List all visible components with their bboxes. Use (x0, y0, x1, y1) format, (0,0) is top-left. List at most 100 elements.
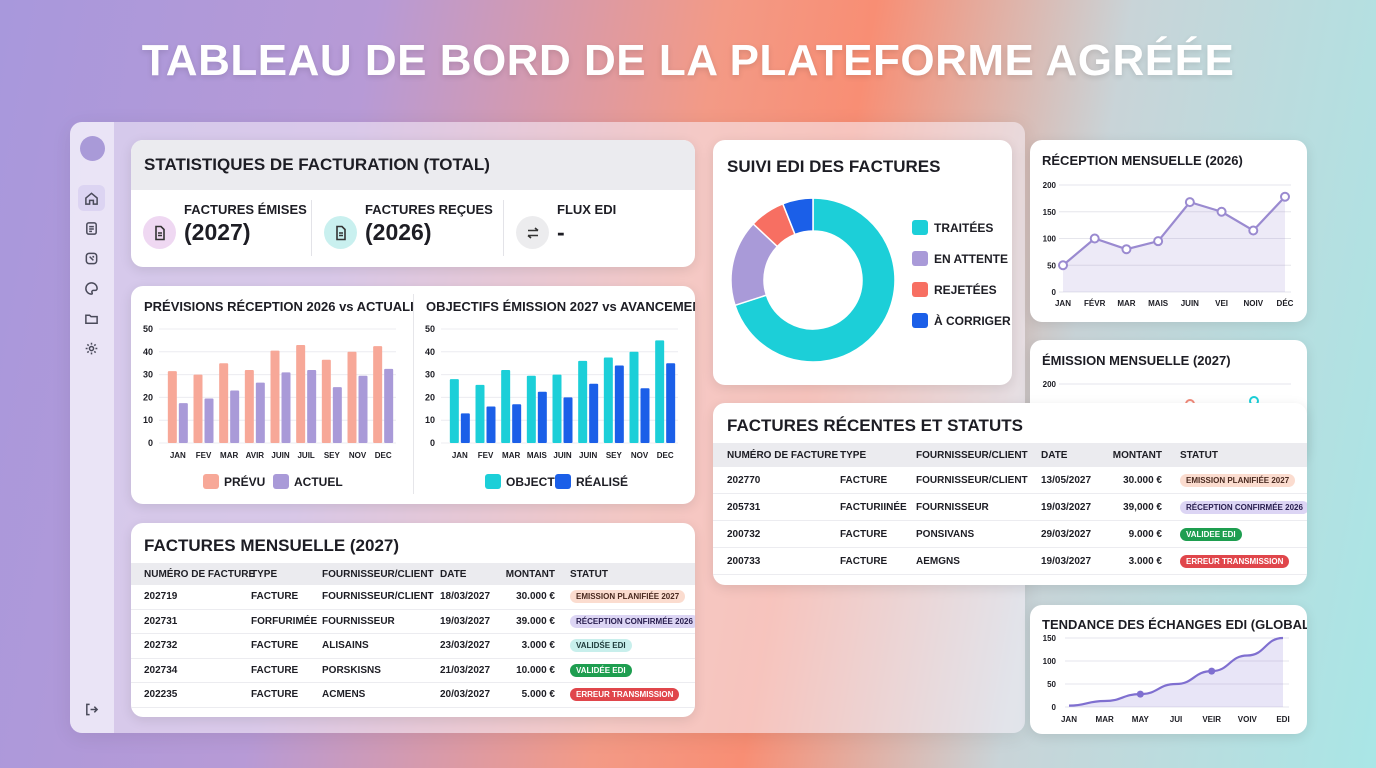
legend-swatch (555, 474, 571, 489)
sidebar-item-files[interactable] (78, 305, 105, 331)
x-tick-label: NOV (349, 451, 367, 460)
invoice-number: 205731 (727, 501, 761, 513)
amount: 30.000 € (516, 591, 555, 603)
x-tick-label: FEV (196, 451, 212, 460)
bar-actuel (255, 382, 265, 443)
amount: 39.000 € (516, 615, 555, 627)
logout-button[interactable] (78, 696, 105, 722)
bar-prévu (321, 359, 331, 443)
partner: FOURNISSEUR/CLIENT (916, 474, 1028, 486)
legend-swatch (203, 474, 219, 489)
table-row[interactable]: 202734 FACTURE PORSKISNS 21/03/2027 10.000 €… (131, 659, 695, 683)
y-tick-label: 0 (148, 438, 153, 448)
exchange-icon (85, 252, 98, 264)
partner: ACMENS (322, 689, 366, 701)
table-row[interactable]: 202235 FACTURE ACMENS 20/03/2027 5.000 € ERRE… (131, 683, 695, 708)
sidebar-item-invoices[interactable] (78, 215, 105, 241)
x-tick-label: FÉVR (1084, 299, 1106, 308)
bar-prévu (373, 346, 383, 443)
table-row[interactable]: 202770 FACTURE FOURNISSEUR/CLIENT 13/05/202… (713, 467, 1307, 494)
recent-invoices-card: FACTURES RÉCENTES ET STATUTS NUMÉRO DE F… (713, 403, 1307, 585)
stat-factures-emises: FACTURES ÉMISES (2027) (143, 202, 307, 249)
x-tick-label: VEI (1215, 299, 1228, 308)
divider (413, 294, 414, 494)
legend-swatch (912, 220, 928, 235)
bar-prévu (270, 350, 280, 443)
edi-tracking-donut: SUIVI EDI DES FACTURES TRAITÉES EN ATTENTE… (727, 157, 1011, 363)
monthly-invoices-card: FACTURES MENSUELLE (2027) NUMÉRO DE FACT… (131, 523, 695, 717)
data-point (1208, 667, 1216, 675)
x-tick-label: JAN (170, 451, 186, 460)
sidebar (70, 122, 114, 733)
partner: PONSIVANS (916, 528, 975, 540)
column-header: STATUT (1180, 449, 1218, 461)
edi-trend-card: TENDANCE DES ÉCHANGES EDI (GLOBAL) 0 50 100… (1030, 605, 1307, 734)
amount: 5.000 € (521, 689, 555, 701)
status-badge: VALIDEE EDI (1180, 527, 1242, 541)
sidebar-item-edi[interactable] (78, 245, 105, 271)
bar-prévu (167, 371, 177, 443)
date: 21/03/2027 (440, 664, 491, 676)
x-tick-label: DEC (375, 451, 392, 460)
y-tick-label: 10 (425, 415, 435, 425)
bar-réalisé (614, 365, 624, 443)
table-row[interactable]: 200733 FACTURE AEMGNS 19/03/2027 3.000 € ERRE… (713, 548, 1307, 575)
home-icon (85, 191, 98, 205)
bar-réalisé (486, 406, 496, 443)
folder-icon (85, 313, 98, 324)
date: 13/05/2027 (1041, 474, 1092, 486)
invoice-type: FORFURIMÉE (251, 615, 318, 627)
x-tick-label: MAIS (527, 451, 548, 460)
x-tick-label: NOIV (1244, 299, 1264, 308)
stats-card: STATISTIQUES DE FACTURATION (TOTAL) FACT… (131, 140, 695, 267)
sidebar-item-partners[interactable] (78, 275, 105, 301)
date: 18/03/2027 (440, 591, 491, 603)
invoice-number: 202235 (144, 689, 178, 701)
x-tick-label: JAN (1055, 299, 1071, 308)
document-icon (324, 216, 357, 249)
bar-réalisé (537, 391, 547, 443)
chart-title: ÉMISSION MENSUELLE (2027) (1042, 353, 1231, 368)
invoice-type: FACTURE (840, 555, 888, 567)
x-tick-label: MAR (1096, 715, 1114, 724)
table-row[interactable]: 202732 FACTURE ALISAINS 23/03/2027 3.000 € VA… (131, 634, 695, 659)
column-header: NUMÉRO DE FACTURE (144, 568, 256, 580)
stat-value: (2027) (184, 219, 251, 245)
bar-objectif (501, 370, 511, 443)
table-row[interactable]: 205731 FACTURIINÉE FOURNISSEUR 19/03/2027 39… (713, 494, 1307, 521)
status-badge: RÉCEPTION CONFIRMÉE 2026 (1180, 500, 1307, 514)
y-tick-label: 200 (1043, 181, 1057, 190)
y-tick-label: 50 (1047, 261, 1056, 270)
bar-actuel (358, 375, 368, 443)
bar-actuel (178, 403, 188, 443)
x-tick-label: EDI (1276, 715, 1289, 724)
edi-tracking-card: SUIVI EDI DES FACTURES TRAITÉES EN ATTENTE… (713, 140, 1012, 385)
column-header: DATE (1041, 449, 1068, 461)
bar-actuel (230, 390, 240, 443)
x-tick-label: JAN (452, 451, 468, 460)
bar-prévu (347, 351, 357, 443)
emission-objectives-chart: OBJECTIFS ÉMISSION 2027 vs AVANCEMENT 0 10… (425, 299, 695, 489)
column-header: NUMÉRO DE FACTURE (727, 449, 839, 461)
x-tick-label: VEIR (1202, 715, 1221, 724)
monthly-table-title: FACTURES MENSUELLE (2027) (144, 536, 400, 555)
y-tick-label: 30 (143, 370, 153, 380)
avatar[interactable] (80, 136, 105, 161)
date: 19/03/2027 (1041, 555, 1092, 567)
table-header: NUMÉRO DE FACTURE TYPE FOURNISSEUR/CLIENT D… (713, 443, 1307, 467)
stat-value: - (557, 219, 565, 245)
partner: FOURNISSEUR (322, 615, 395, 627)
bar-réalisé (666, 363, 676, 443)
date: 20/03/2027 (440, 689, 491, 701)
table-row[interactable]: 202719 FACTURE FOURNISSEUR/CLIENT 18/03/202… (131, 585, 695, 610)
legend-swatch (273, 474, 289, 489)
y-tick-label: 150 (1043, 208, 1057, 217)
donut-slice-3 (781, 197, 814, 236)
table-row[interactable]: 202731 FORFURIMÉE FOURNISSEUR 19/03/2027 39.… (131, 610, 695, 634)
sidebar-item-settings[interactable] (78, 335, 105, 361)
table-row[interactable]: 200732 FACTURE PONSIVANS 29/03/2027 9.000 € V… (713, 521, 1307, 548)
bar-objectif (449, 379, 459, 443)
sidebar-item-home[interactable] (78, 185, 105, 211)
invoice-type: FACTURE (840, 474, 888, 486)
stats-title: STATISTIQUES DE FACTURATION (TOTAL) (144, 155, 490, 174)
